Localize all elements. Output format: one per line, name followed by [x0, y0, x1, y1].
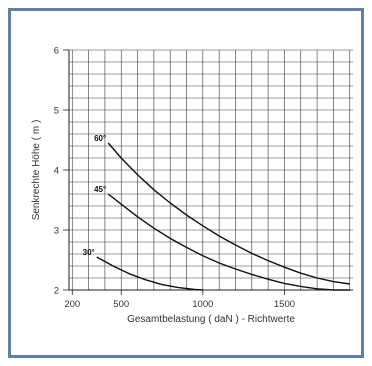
- series-label: 45°: [94, 185, 106, 194]
- series-line: [96, 256, 203, 291]
- series-label: 30°: [83, 248, 95, 257]
- chart: 2 3 4 5 6 200 500 1000 1500 60° 45° 30° Gesamtbela…: [31, 46, 353, 325]
- x-tick-label: 1000: [192, 299, 213, 310]
- x-axis-label: Gesamtbelastung ( daN ) - Richtwerte: [127, 314, 295, 325]
- y-tick-label: 3: [54, 226, 59, 237]
- series-line: [107, 193, 350, 291]
- y-tick-label: 6: [54, 46, 59, 57]
- x-tick-label: 1500: [274, 299, 295, 310]
- y-tick-label: 5: [54, 106, 59, 117]
- y-tick-label: 4: [54, 166, 59, 177]
- x-tick-label: 200: [64, 299, 80, 310]
- grid: [69, 49, 353, 291]
- chart-frame: 2 3 4 5 6 200 500 1000 1500 60° 45° 30° Gesamtbela…: [8, 8, 364, 358]
- x-tick-label: 500: [113, 299, 129, 310]
- y-tick-label: 2: [54, 286, 59, 297]
- axes: 2 3 4 5 6 200 500 1000 1500: [54, 46, 353, 310]
- series-label: 60°: [94, 134, 106, 143]
- labels: 60° 45° 30°: [83, 134, 107, 257]
- series-line: [107, 142, 350, 285]
- series: [96, 142, 350, 291]
- y-axis-label: Senkrechte Höhe ( m ): [31, 120, 42, 221]
